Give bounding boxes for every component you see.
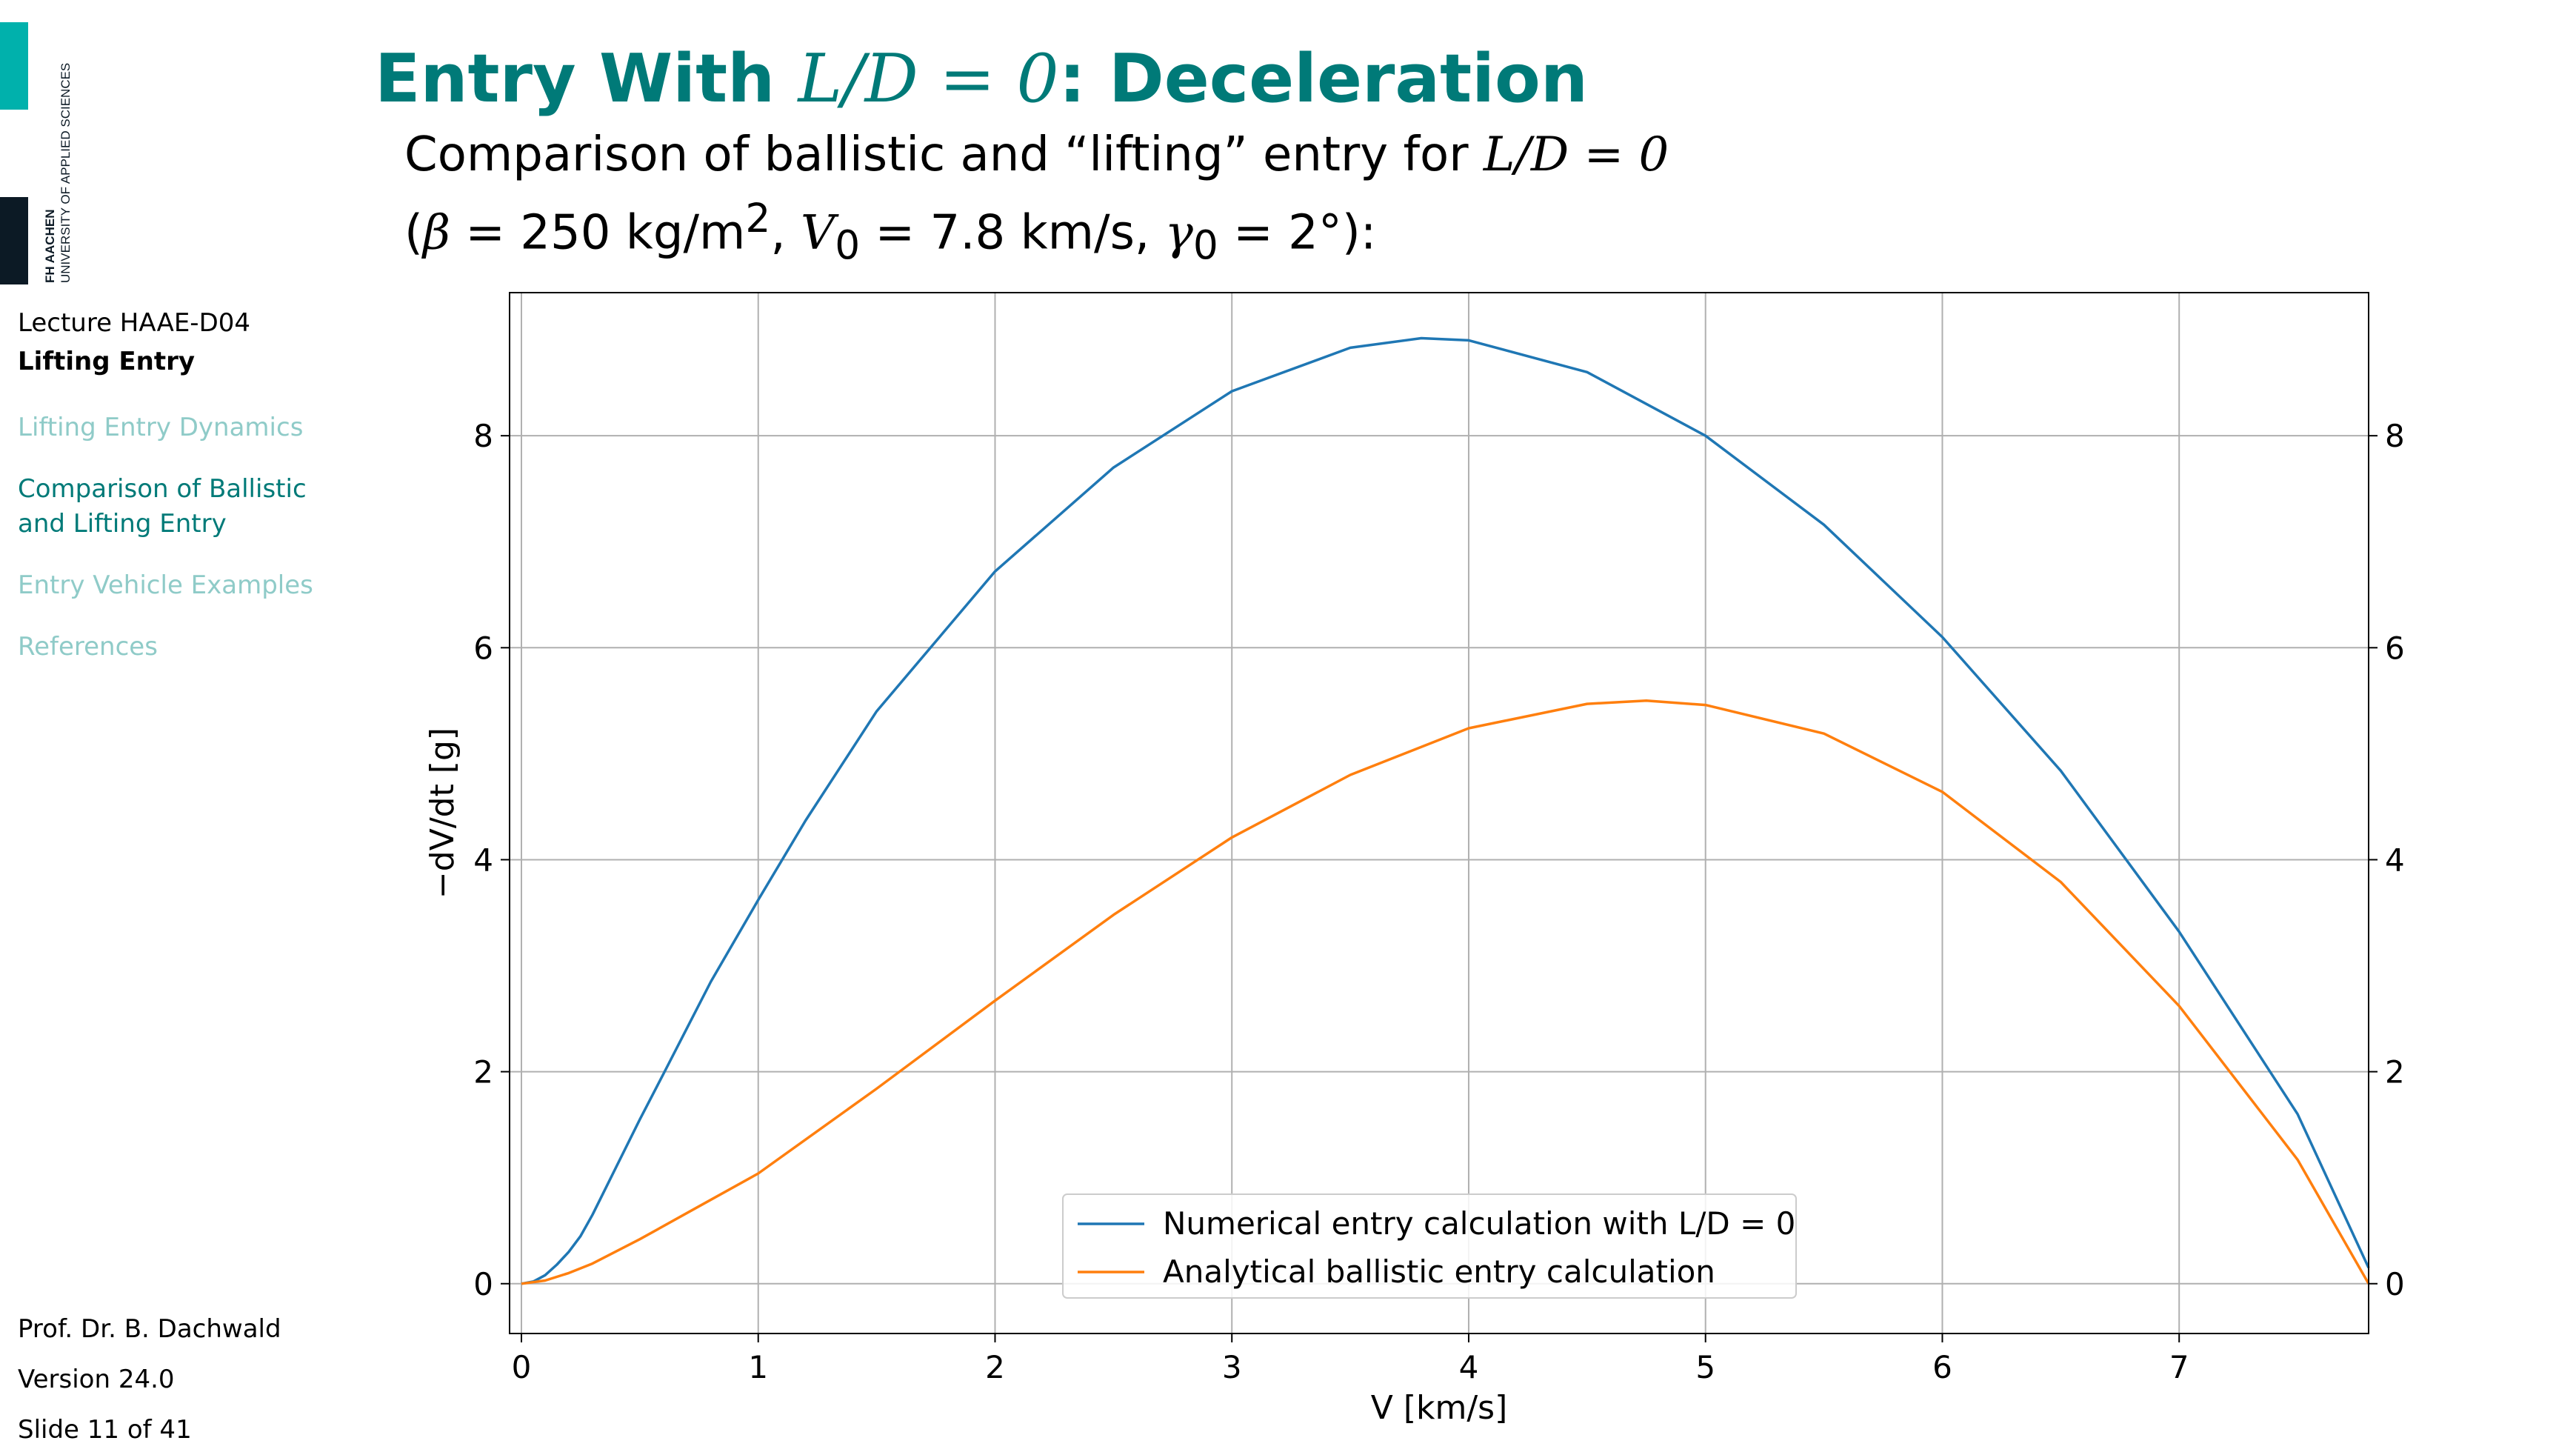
param-open: ( (404, 205, 423, 261)
slide-footer: Prof. Dr. B. Dachwald Version 24.0 Slide… (18, 1304, 281, 1455)
beta-value: = 250 kg/m (450, 205, 746, 261)
ticks: 0 1 2 3 4 5 6 7 0 0 2 2 4 4 6 6 8 8 (473, 418, 2404, 1385)
gamma-symbol: γ (1164, 205, 1193, 261)
fh-aachen-logo: FH AACHEN UNIVERSITY OF APPLIED SCIENCES (0, 22, 81, 289)
subtitle-line-2: (β = 250 kg/m2, V0 = 7.8 km/s, γ0 = 2°): (404, 187, 1669, 277)
subtitle-line-1: Comparison of ballistic and “lifting” en… (404, 123, 1669, 187)
y-axis-label: −dV/dt [g] (424, 728, 461, 899)
x-axis-label: V [km/s] (1371, 1389, 1508, 1427)
deceleration-chart: 0 1 2 3 4 5 6 7 0 0 2 2 4 4 6 6 8 8 V [km/s] −dV/dt [g] N… (424, 292, 2405, 1427)
plot-frame (509, 292, 2369, 1334)
title-prefix: Entry With (375, 40, 798, 118)
sidebar: Lecture HAAE-D04 Lifting Entry Lifting E… (18, 304, 344, 691)
series-lines (521, 336, 2370, 1285)
gamma-subscript: 0 (1192, 222, 1218, 269)
nav-item-references[interactable]: References (18, 632, 158, 662)
param-close: ): (1341, 205, 1377, 261)
legend-label-2: Analytical ballistic entry calculation (1163, 1253, 1715, 1290)
v-symbol: V (801, 205, 835, 261)
slide-subtitle: Comparison of ballistic and “lifting” en… (404, 123, 1669, 277)
x-tick-label: 1 (748, 1349, 768, 1385)
y-tick-label: 6 (473, 630, 493, 666)
lecture-code: Lecture HAAE-D04 (18, 308, 251, 338)
y-tick-label-right: 2 (2385, 1054, 2405, 1091)
y-tick-label: 0 (473, 1266, 493, 1302)
y-tick-label: 2 (473, 1054, 493, 1091)
y-tick-label: 8 (473, 418, 493, 454)
v-subscript: 0 (835, 222, 861, 269)
nav-item-lifting-entry-dynamics[interactable]: Lifting Entry Dynamics (18, 413, 304, 442)
title-math: L/D = 0 (798, 40, 1059, 118)
title-suffix: : Deceleration (1058, 40, 1588, 118)
legend-label-1: Numerical entry calculation with L/D = 0 (1163, 1205, 1795, 1242)
lecture-title: Lifting Entry (18, 347, 196, 376)
y-tick-label-right: 4 (2385, 842, 2405, 878)
nav-item-comparison[interactable]: Comparison of Ballistic and Lifting Entr… (18, 474, 307, 539)
slide-title: Entry With L/D = 0: Deceleration (375, 39, 1588, 120)
series-line-2 (521, 699, 2370, 1285)
y-tick-label-right: 0 (2385, 1266, 2405, 1302)
x-tick-label: 6 (1932, 1349, 1952, 1385)
param-sep: , (770, 205, 801, 261)
y-tick-label-right: 6 (2385, 630, 2405, 666)
logo-dark-bar (0, 197, 28, 284)
version: Version 24.0 (18, 1365, 175, 1394)
x-tick-label: 5 (1695, 1349, 1715, 1385)
x-tick-label: 3 (1222, 1349, 1242, 1385)
logo-teal-bar (0, 22, 28, 110)
beta-exponent: 2 (745, 195, 771, 242)
y-tick-label: 4 (473, 842, 493, 878)
beta-symbol: β (422, 205, 450, 261)
logo-tagline: UNIVERSITY OF APPLIED SCIENCES (59, 63, 73, 283)
v-value: = 7.8 km/s, (860, 205, 1165, 261)
gamma-value: = 2° (1218, 205, 1342, 261)
y-tick-label-right: 8 (2385, 418, 2405, 454)
slide-counter: Slide 11 of 41 (18, 1415, 192, 1445)
logo-name: FH AACHEN (43, 210, 57, 283)
grid (510, 293, 2369, 1334)
subtitle-text: Comparison of ballistic and “lifting” en… (404, 127, 1484, 182)
nav-item-entry-vehicle-examples[interactable]: Entry Vehicle Examples (18, 570, 313, 600)
x-tick-label: 7 (2169, 1349, 2189, 1385)
x-tick-label: 0 (512, 1349, 532, 1385)
series-line-1 (521, 336, 2370, 1285)
author: Prof. Dr. B. Dachwald (18, 1314, 281, 1344)
legend: Numerical entry calculation with L/D = 0… (1062, 1193, 1797, 1299)
section-nav: Lifting Entry Dynamics Comparison of Bal… (18, 410, 344, 665)
subtitle-math: L/D = 0 (1483, 127, 1669, 182)
x-tick-label: 4 (1459, 1349, 1479, 1385)
x-tick-label: 2 (985, 1349, 1005, 1385)
legend-box (1062, 1193, 1797, 1299)
